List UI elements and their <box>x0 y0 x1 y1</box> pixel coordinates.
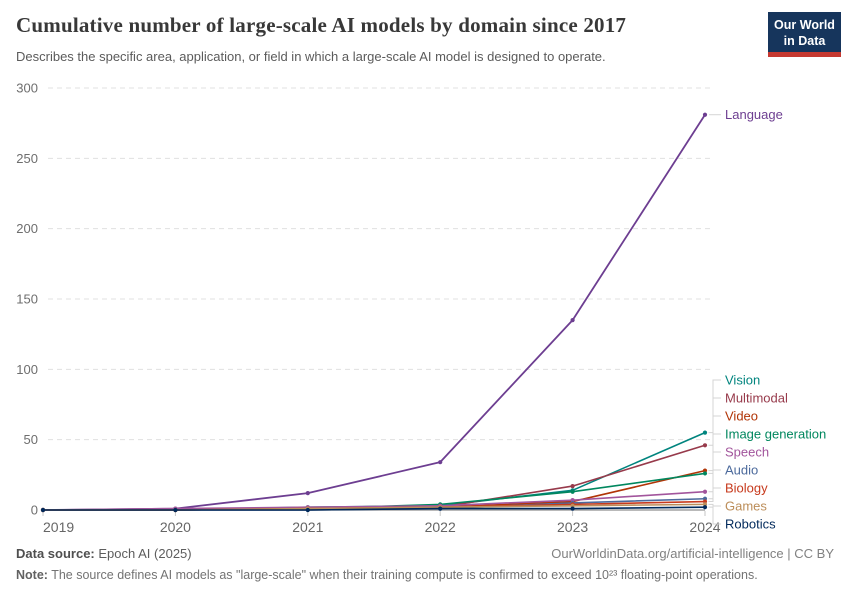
series-line-speech[interactable] <box>42 490 706 511</box>
data-point-language <box>438 460 443 465</box>
data-source: Data source: Epoch AI (2025) <box>16 546 192 561</box>
x-tick-label: 2019 <box>43 519 74 535</box>
legend-label-biology[interactable]: Biology <box>725 481 768 496</box>
data-point-speech <box>702 489 708 494</box>
legend-label-speech[interactable]: Speech <box>725 445 769 460</box>
data-point-robotics <box>173 507 178 513</box>
chart-title: Cumulative number of large-scale AI mode… <box>16 13 627 37</box>
series-line-language[interactable] <box>42 114 706 511</box>
data-point-robotics <box>40 507 46 513</box>
note: Note: The source defines AI models as "l… <box>16 568 834 582</box>
footer: Data source: Epoch AI (2025) OurWorldinD… <box>16 546 834 561</box>
y-tick-label: 200 <box>16 221 38 236</box>
data-point-robotics <box>570 506 575 511</box>
data-point-robotics <box>438 506 443 511</box>
data-point-language <box>305 491 310 496</box>
legend-label-games[interactable]: Games <box>725 499 767 514</box>
x-tick-label: 2022 <box>425 519 456 535</box>
data-point-language <box>570 318 575 323</box>
y-tick-label: 250 <box>16 151 38 166</box>
legend-label-vision[interactable]: Vision <box>725 373 760 388</box>
legend-connector <box>708 397 721 446</box>
data-point-robotics <box>305 507 310 513</box>
y-tick-label: 50 <box>24 432 38 447</box>
note-value: The source defines AI models as "large-s… <box>51 568 758 582</box>
data-point-image-generation <box>570 489 575 494</box>
data-point-multimodal <box>570 483 575 489</box>
legend-label-language[interactable]: Language <box>725 107 783 122</box>
x-tick-label: 2020 <box>160 519 191 535</box>
x-tick-label: 2023 <box>557 519 588 535</box>
x-tick-label: 2021 <box>292 519 323 535</box>
series-line-robotics[interactable] <box>43 506 706 511</box>
legend-label-multimodal[interactable]: Multimodal <box>725 391 788 406</box>
y-tick-label: 150 <box>16 292 38 307</box>
data-point-vision <box>702 430 708 435</box>
legend-connector <box>708 379 721 434</box>
legend-connector <box>708 433 721 474</box>
line-chart-canvas: 0 50 100 150 200 250 300 2019 2020 2021 2022 2023 20… <box>16 81 826 536</box>
y-tick-label: 0 <box>31 503 38 518</box>
legend-connector <box>708 487 721 503</box>
owid-logo[interactable]: Our World in Data <box>768 12 841 57</box>
data-point-language <box>702 112 708 117</box>
data-point-robotics <box>702 505 708 510</box>
legend-label-image-generation[interactable]: Image generation <box>725 427 826 442</box>
data-point-multimodal <box>702 443 708 448</box>
y-tick-label: 300 <box>16 81 38 96</box>
series-line-image-generation[interactable] <box>43 472 706 511</box>
owid-logo-line2: in Data <box>783 34 826 48</box>
data-source-value: Epoch AI (2025) <box>98 546 192 561</box>
y-tick-label: 100 <box>16 362 38 377</box>
legend-label-audio[interactable]: Audio <box>725 463 758 478</box>
legend-connector <box>708 503 721 507</box>
note-label: Note: <box>16 568 48 582</box>
legend-connector <box>708 469 721 500</box>
data-source-label: Data source: <box>16 546 95 561</box>
legend-connector <box>708 451 721 493</box>
legend-connector <box>708 415 721 472</box>
legend-label-video[interactable]: Video <box>725 409 758 424</box>
legend-connector <box>708 506 721 525</box>
data-point-image-generation <box>702 471 708 476</box>
x-tick-label: 2024 <box>689 519 720 535</box>
legend-label-robotics[interactable]: Robotics <box>725 517 776 532</box>
owid-logo-line1: Our World <box>774 18 835 32</box>
attribution-link[interactable]: OurWorldinData.org/artificial-intelligen… <box>551 546 834 561</box>
chart-subtitle: Describes the specific area, application… <box>16 49 606 64</box>
